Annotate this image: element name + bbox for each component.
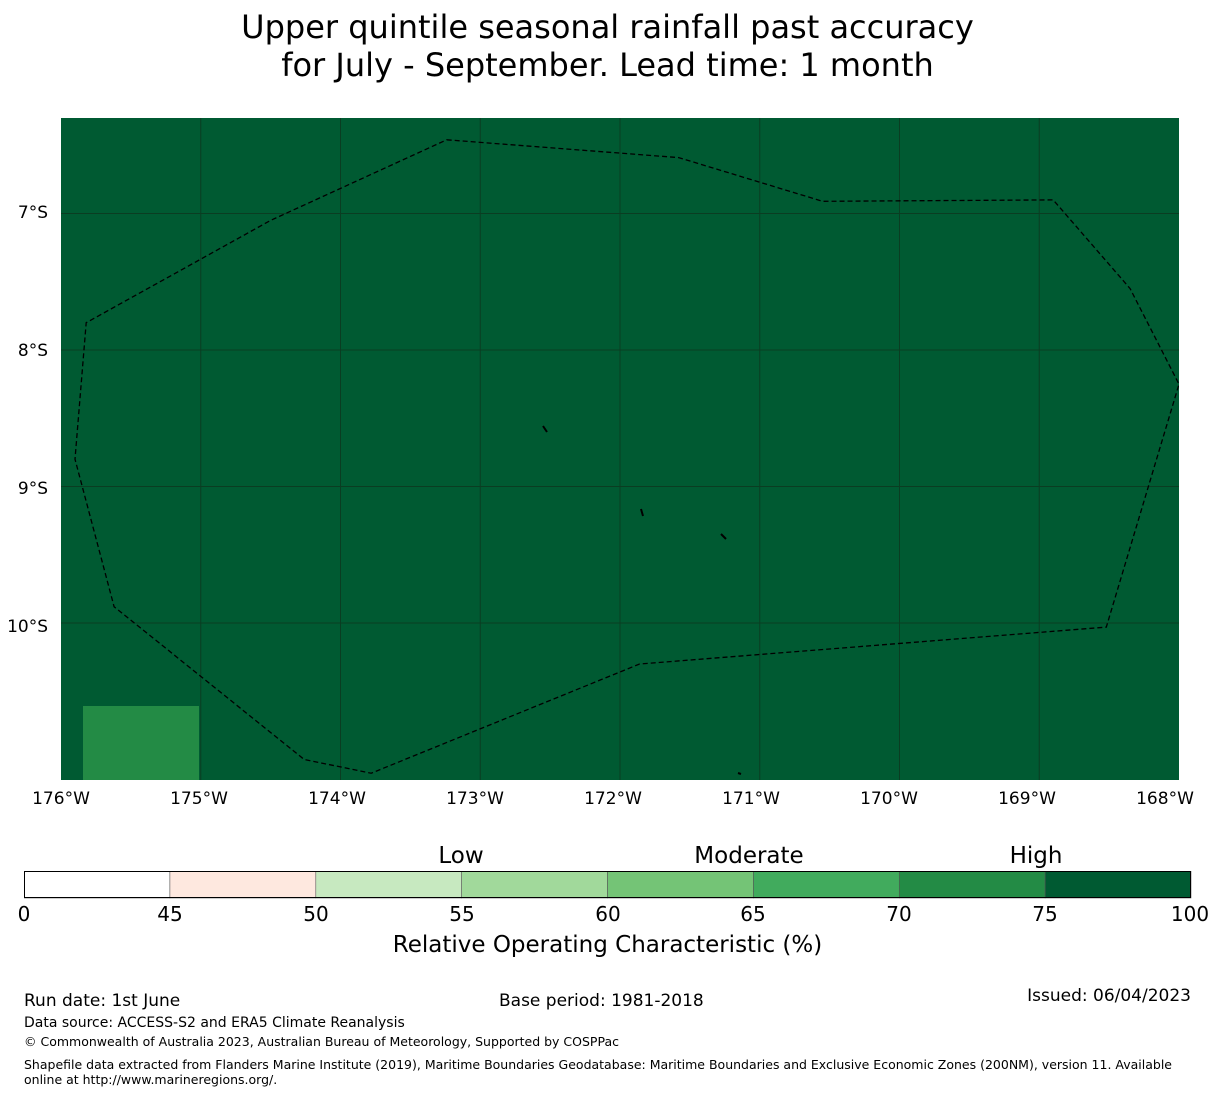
lat-label: 10°S	[7, 617, 48, 637]
lon-label: 176°W	[32, 789, 90, 809]
lon-label: 172°W	[584, 789, 642, 809]
colorbar-cell	[169, 871, 317, 899]
lon-label: 173°W	[446, 789, 504, 809]
island-marker	[720, 533, 727, 540]
eez-boundary-line	[74, 139, 1179, 774]
map-title-line-1: Upper quintile seasonal rainfall past ac…	[241, 8, 974, 46]
colorbar-tick: 100	[1170, 902, 1210, 926]
colorbar-cell	[898, 871, 1046, 899]
corner-data-cell	[83, 706, 199, 780]
colorbar-outline	[24, 871, 1191, 898]
island-marker	[737, 772, 742, 775]
island-marker	[640, 508, 644, 517]
colorbar	[24, 871, 1192, 899]
colorbar-cell	[753, 871, 900, 899]
colorbar-tick: 45	[157, 902, 183, 926]
colorbar-tick: 55	[449, 902, 475, 926]
colorbar-tick: 70	[886, 902, 912, 926]
colorbar-tick: 75	[1032, 902, 1058, 926]
colorbar-cell	[461, 871, 608, 899]
data-source: Data source: ACCESS-S2 and ERA5 Climate …	[24, 1015, 405, 1031]
lon-label: 168°W	[1136, 789, 1194, 809]
lon-label: 174°W	[308, 789, 366, 809]
issued-date: Issued: 06/04/2023	[1027, 986, 1191, 1006]
colorbar-tick: 60	[595, 902, 621, 926]
lon-label: 175°W	[170, 789, 228, 809]
colorbar-cells	[24, 871, 1192, 899]
colorbar-tick: 65	[740, 902, 766, 926]
colorbar-label: Relative Operating Characteristic (%)	[392, 932, 823, 958]
base-period: Base period: 1981-2018	[499, 991, 704, 1011]
run-date: Run date: 1st June	[24, 991, 181, 1011]
colorbar-cell	[24, 871, 171, 899]
lat-label: 7°S	[17, 203, 48, 223]
map-panel	[61, 118, 1179, 780]
lon-label: 170°W	[860, 789, 918, 809]
shapefile-credit: Shapefile data extracted from Flanders M…	[24, 1057, 1172, 1087]
map-gridlines	[61, 118, 1179, 780]
map-title-line-2: for July - September. Lead time: 1 month	[281, 46, 934, 84]
colorbar-category-low: Low	[438, 843, 484, 869]
colorbar-category-high: High	[1009, 843, 1063, 869]
colorbar-tick: 0	[17, 902, 31, 926]
colorbar-cell	[315, 871, 462, 899]
lon-label: 169°W	[998, 789, 1056, 809]
colorbar-category-moderate: Moderate	[694, 843, 804, 869]
lat-label: 8°S	[17, 341, 48, 361]
colorbar-cell	[1044, 871, 1192, 899]
island-markers	[542, 425, 742, 775]
lat-label: 9°S	[17, 479, 48, 499]
colorbar-cell	[607, 871, 754, 899]
island-marker	[542, 425, 548, 433]
lon-label: 171°W	[722, 789, 780, 809]
colorbar-tick: 50	[303, 902, 329, 926]
copyright-notice: © Commonwealth of Australia 2023, Austra…	[24, 1034, 619, 1049]
